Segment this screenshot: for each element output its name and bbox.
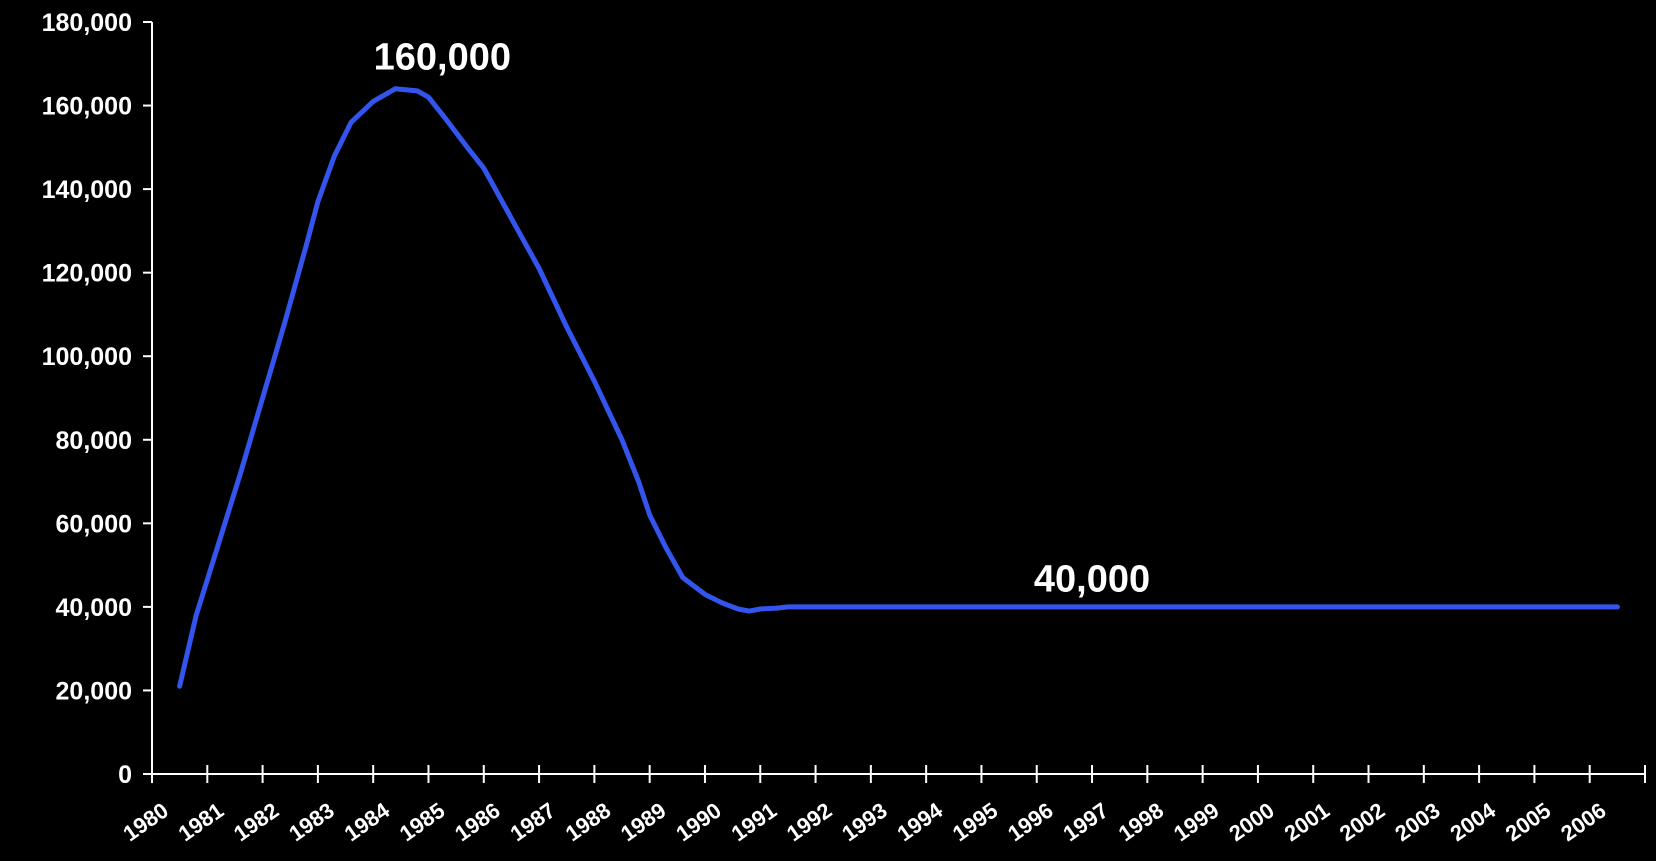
y-tick-label: 140,000 — [42, 176, 132, 204]
x-tick-label: 1984 — [340, 797, 395, 846]
series-layer — [177, 86, 1620, 689]
x-tick-label: 1983 — [284, 798, 338, 847]
x-tick-label: 2001 — [1280, 798, 1334, 847]
x-tick-label: 1991 — [727, 798, 781, 847]
x-tick-label: 1994 — [893, 797, 948, 846]
y-tick-label: 100,000 — [42, 343, 132, 371]
y-tick-label: 40,000 — [56, 594, 132, 622]
x-tick-label: 2000 — [1224, 798, 1278, 847]
y-tick-label: 160,000 — [42, 93, 132, 121]
x-tick-label: 1987 — [506, 798, 560, 847]
x-tick-label: 1998 — [1114, 798, 1168, 847]
x-tick-label: 2002 — [1335, 798, 1389, 847]
x-tick-label: 2006 — [1556, 798, 1610, 847]
annotations: 160,000 40,000 — [374, 36, 1151, 600]
y-tick-label: 60,000 — [56, 510, 132, 538]
axes — [151, 22, 1645, 775]
x-tick-label: 1985 — [395, 798, 449, 847]
x-tick-label: 1980 — [118, 798, 172, 847]
data-label: 40,000 — [1034, 559, 1150, 601]
x-tick-label: 2004 — [1446, 797, 1501, 846]
y-tick-label: 120,000 — [42, 260, 132, 288]
data-label: 160,000 — [374, 36, 511, 78]
x-tick-label: 1995 — [948, 798, 1002, 847]
x-tick-label: 1982 — [229, 798, 283, 847]
series-line-0 — [177, 86, 1620, 689]
x-axis-ticks: 1980 1981 1982 1983 1984 1985 1986 1987 1988 1989… — [118, 765, 1646, 847]
x-tick-label: 1997 — [1058, 798, 1112, 847]
x-tick-label: 1999 — [1169, 798, 1223, 847]
x-tick-label: 1981 — [174, 798, 228, 847]
y-tick-label: 80,000 — [56, 427, 132, 455]
x-tick-label: 1996 — [1003, 798, 1057, 847]
y-tick-label: 20,000 — [56, 677, 132, 705]
x-tick-label: 1989 — [616, 798, 670, 847]
x-tick-label: 1988 — [561, 798, 615, 847]
x-tick-label: 1986 — [450, 798, 504, 847]
x-tick-label: 1993 — [837, 798, 891, 847]
y-tick-label: 180,000 — [42, 9, 132, 37]
x-tick-label: 2005 — [1501, 798, 1555, 847]
y-tick-label: 0 — [118, 761, 132, 789]
x-tick-label: 2003 — [1390, 798, 1444, 847]
y-axis-ticks: 0 20,000 40,000 60,000 80,000 100,000 120,000 1… — [42, 9, 152, 789]
x-tick-label: 1990 — [671, 798, 725, 847]
x-tick-label: 1992 — [782, 798, 836, 847]
